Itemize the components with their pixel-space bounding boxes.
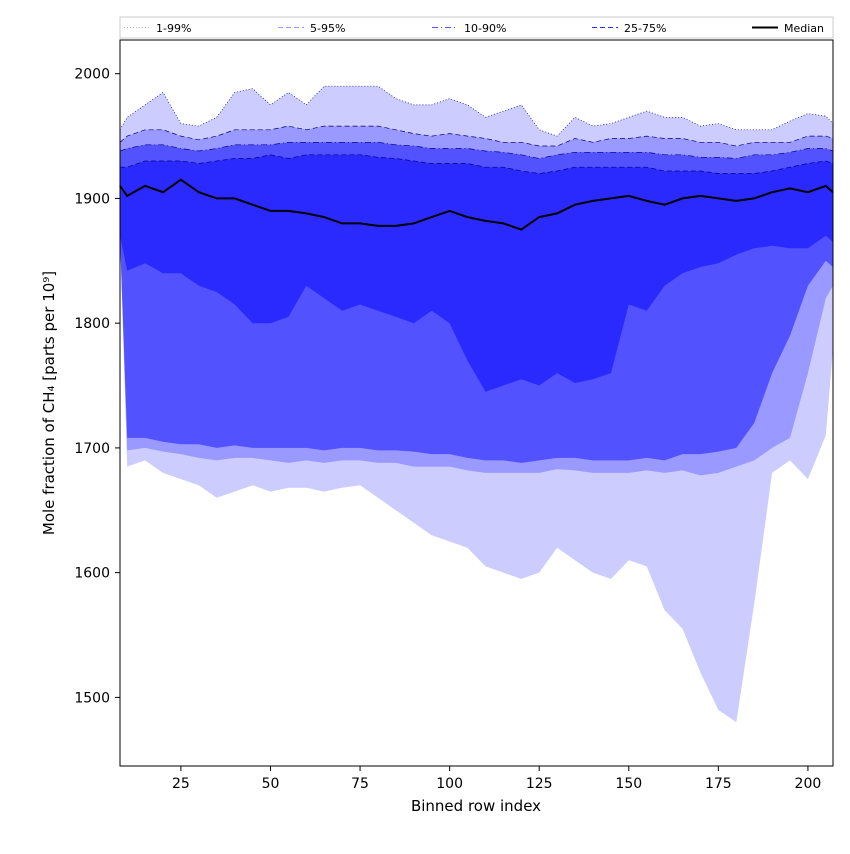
lines-layer [119,85,834,231]
x-tick-label: 175 [705,776,732,792]
y-axis-label: Mole fraction of CH₄ [parts per 10⁹] [40,271,58,535]
x-tick-label: 25 [172,776,190,792]
y-tick-label: 2000 [74,67,110,83]
median-line [119,178,834,231]
legend: 1-99% 5-95% 10-90% 25-75% Median [119,16,834,39]
legend-frame [119,16,834,39]
x-tick-label: 50 [262,776,280,792]
x-tick-label: 100 [436,776,463,792]
x-tick-label: 150 [615,776,642,792]
legend-label: 1-99% [156,22,191,35]
band-upper-line-1 [119,85,834,137]
y-axis: 1500 1600 1700 1800 1900 2000 [74,67,120,706]
y-tick-label: 1800 [74,316,110,332]
x-axis-label: Binned row index [411,797,541,815]
x-axis: 25 50 75 100 125 150 175 200 [172,766,821,792]
x-tick-label: 200 [795,776,822,792]
plot-frame [119,39,834,767]
y-tick-label: 1900 [74,191,110,207]
y-tick-label: 1700 [74,441,110,457]
x-tick-label: 125 [526,776,553,792]
band-area-4 [120,154,833,392]
legend-label: 25-75% [624,22,666,35]
legend-label: 5-95% [310,22,345,35]
bands-layer [120,86,833,723]
band-upper-line-3 [119,141,834,159]
x-tick-label: 75 [351,776,369,792]
y-tick-label: 1500 [74,690,110,706]
y-tick-label: 1600 [74,566,110,582]
legend-label: Median [784,22,824,35]
legend-label: 10-90% [464,22,506,35]
band-upper-line-4 [120,154,834,174]
